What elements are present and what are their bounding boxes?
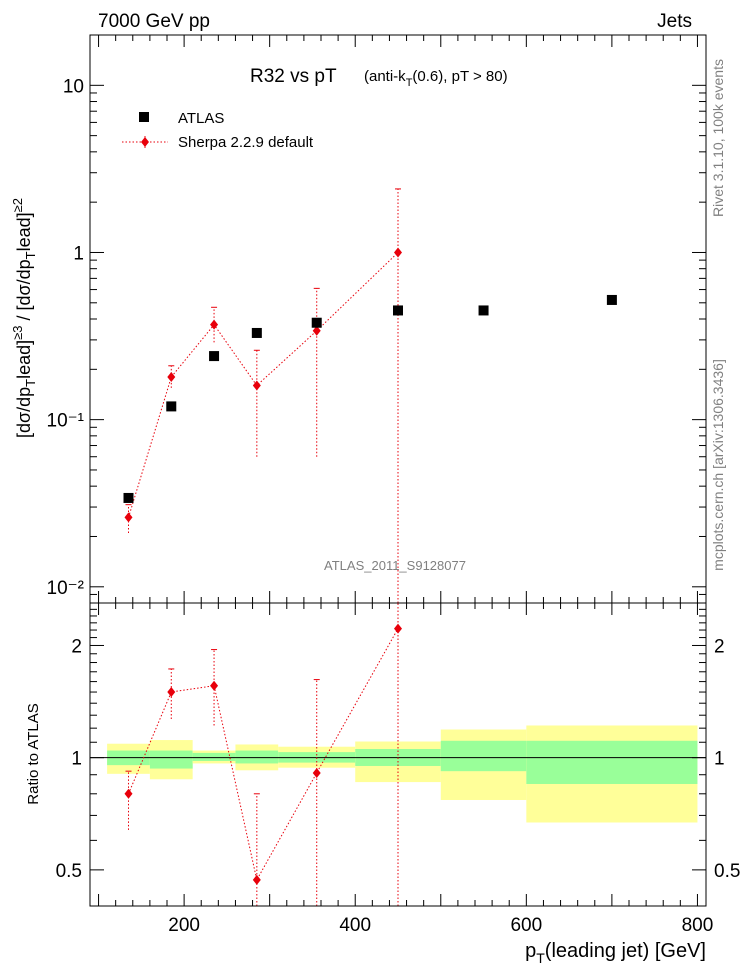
ratio-band-inner <box>526 740 698 784</box>
ratio-y-tick-label-left: 1 <box>71 749 82 770</box>
ratio-sherpa-line <box>128 628 399 882</box>
sherpa-marker <box>394 247 402 258</box>
atlas-marker <box>393 305 403 316</box>
ratio-sherpa-marker <box>312 767 321 778</box>
atlas-marker <box>478 305 489 316</box>
atlas-marker <box>311 317 322 328</box>
main-y-tick-label: 10⁻¹ <box>47 411 85 432</box>
main-y-tick-label: 10⁻² <box>47 578 85 599</box>
rivet-label: Rivet 3.1.10, 100k events <box>710 59 726 217</box>
mcplots-label: mcplots.cern.ch [arXiv:1306.3436] <box>710 359 726 571</box>
atlas-marker <box>209 351 220 362</box>
main-y-tick-label: 1 <box>73 243 84 264</box>
ratio-y-axis-title: Ratio to ATLAS <box>25 703 42 804</box>
ratio-panel-marks <box>90 602 706 906</box>
ratio-sherpa-marker <box>167 687 176 698</box>
main-panel-marks <box>123 188 617 603</box>
chart-title: R32 vs pT <box>250 66 337 87</box>
ratio-sherpa-marker <box>210 680 219 691</box>
main-y-tick-label: 10 <box>63 76 84 97</box>
sherpa-marker <box>312 325 321 336</box>
main-y-axis-title: [dσ/dpTlead]≥3 / [dσ/dpTlead]≥2 <box>10 198 38 438</box>
ratio-sherpa-marker <box>252 874 261 885</box>
sherpa-marker <box>167 371 176 382</box>
legend: ATLAS Sherpa 2.2.9 default <box>122 110 314 151</box>
atlas-marker <box>251 327 262 338</box>
sherpa-marker <box>124 512 133 523</box>
legend-sherpa-marker <box>141 137 149 147</box>
header-process: Jets <box>657 11 692 32</box>
x-tick-label: 200 <box>168 915 200 936</box>
ratio-panel-frame <box>89 602 707 907</box>
ratio-panel-axes: 200 400 600 800 0.5 0.5 1 1 2 2 <box>56 603 740 936</box>
atlas-marker <box>606 294 617 305</box>
legend-atlas-marker <box>139 112 149 122</box>
header-energy: 7000 GeV pp <box>98 11 210 32</box>
ratio-band-inner <box>192 752 236 761</box>
ratio-y-tick-label-left: 2 <box>71 636 82 657</box>
ratio-y-tick-label-right: 1 <box>714 749 725 770</box>
ratio-band-inner <box>440 740 527 772</box>
chart-title-note: (anti-kT(0.6), pT > 80) <box>364 68 508 89</box>
ratio-panel: 200 400 600 800 0.5 0.5 1 1 2 2 Ratio to ATLAS pT… <box>25 602 740 966</box>
analysis-id: ATLAS_2011_S9128077 <box>324 558 466 573</box>
ratio-y-tick-label-left: 0.5 <box>56 861 82 882</box>
main-panel-axes: 10⁻² 10⁻¹ 1 10 <box>47 34 706 604</box>
sherpa-marker <box>252 380 261 391</box>
ratio-y-tick-label-right: 0.5 <box>714 861 740 882</box>
sherpa-line <box>128 252 399 518</box>
x-tick-label: 400 <box>339 915 371 936</box>
atlas-marker <box>166 401 177 412</box>
ratio-y-tick-label-right: 2 <box>714 636 725 657</box>
legend-atlas-label: ATLAS <box>178 110 224 127</box>
x-tick-label: 600 <box>510 915 542 936</box>
sherpa-marker <box>210 319 219 330</box>
ratio-sherpa-marker <box>394 623 402 634</box>
x-tick-label: 800 <box>682 915 714 936</box>
main-panel: 10⁻² 10⁻¹ 1 10 R32 vs pT (anti-kT(0.6), pT … <box>10 34 707 604</box>
atlas-marker <box>123 492 134 503</box>
x-axis-title: pT(leading jet) [GeV] <box>525 940 706 966</box>
ratio-sherpa-marker <box>124 788 133 799</box>
ratio-band-inner <box>235 750 279 764</box>
legend-sherpa-label: Sherpa 2.2.9 default <box>178 134 314 151</box>
ratio-band-inner <box>149 750 193 769</box>
